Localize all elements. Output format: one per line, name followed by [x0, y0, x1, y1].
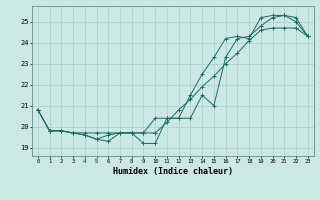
- X-axis label: Humidex (Indice chaleur): Humidex (Indice chaleur): [113, 167, 233, 176]
